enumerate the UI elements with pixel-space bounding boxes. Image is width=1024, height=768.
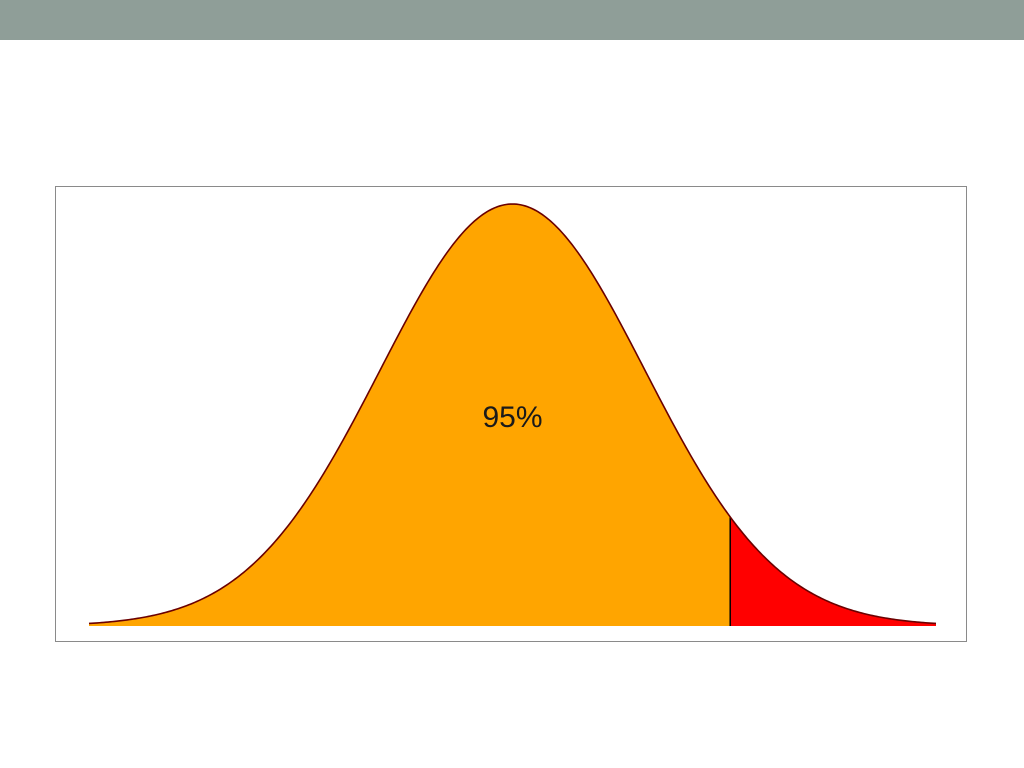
confidence-region-label: 95%: [482, 401, 542, 434]
normal-distribution-chart: 95%: [88, 203, 937, 626]
confidence-region-area: [89, 204, 731, 626]
chart-frame: 95%: [55, 186, 967, 642]
density-curve: [88, 203, 937, 625]
tail-region-area: [730, 516, 936, 626]
slide-header-bar: [0, 0, 1024, 40]
